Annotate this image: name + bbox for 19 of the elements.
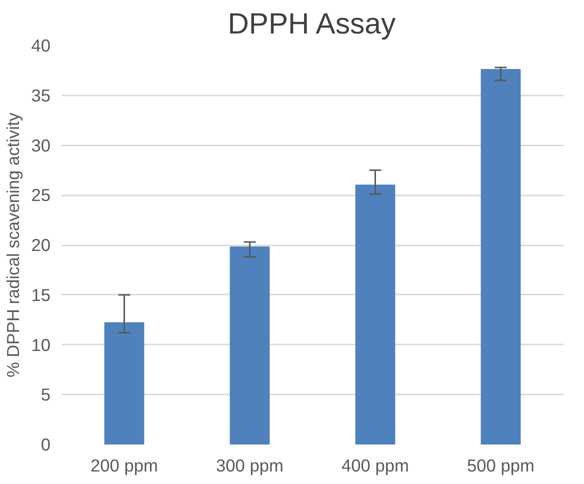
- bar: [230, 246, 270, 444]
- y-tick-label: 5: [40, 384, 51, 405]
- x-tick-label: 400 ppm: [342, 456, 409, 476]
- x-tick-label: 300 ppm: [216, 456, 284, 476]
- y-tick-label: 10: [31, 334, 51, 355]
- bar: [104, 322, 144, 444]
- chart-title: DPPH Assay: [228, 8, 396, 40]
- y-tick-label: 25: [31, 185, 51, 206]
- y-tick-label: 35: [31, 85, 51, 106]
- bar: [480, 68, 521, 444]
- y-tick-label: 0: [40, 434, 51, 454]
- y-axis-title: % DPPH radical scavening activity: [3, 112, 24, 378]
- x-tick-label: 200 ppm: [90, 456, 158, 476]
- bar: [355, 184, 396, 444]
- y-tick-label: 15: [31, 284, 51, 305]
- y-tick-label: 20: [31, 235, 51, 255]
- y-tick-label: 40: [31, 36, 51, 56]
- x-tick-label: 500 ppm: [467, 456, 534, 476]
- y-tick-label: 30: [31, 135, 51, 156]
